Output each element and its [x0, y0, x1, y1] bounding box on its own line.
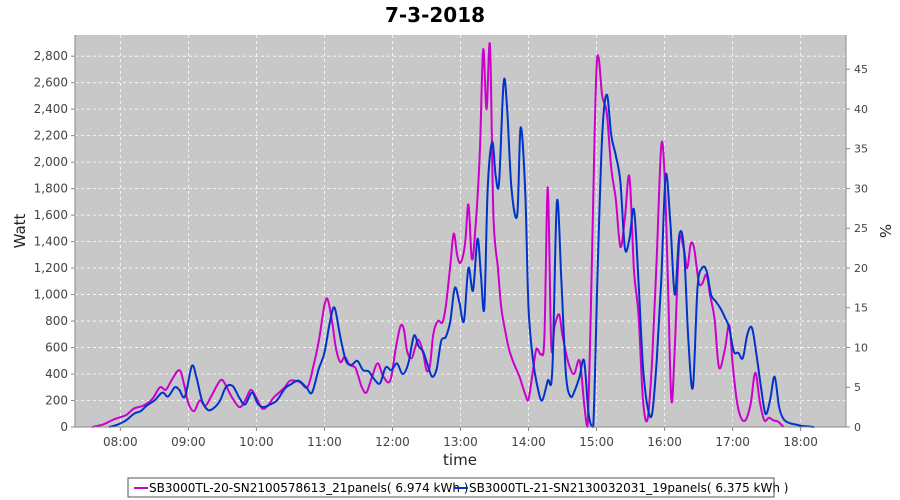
y-tick-label: 800 — [45, 314, 68, 328]
x-axis-label: time — [443, 451, 477, 469]
y-tick-label: 0 — [60, 420, 68, 434]
y-tick-label: 1,600 — [34, 208, 68, 222]
y-tick-label: 200 — [45, 394, 68, 408]
legend-name-series-2: SB3000TL-21-SN2130032031_19panels — [469, 481, 707, 495]
legend: SB3000TL-20-SN2100578613_21panels( 6.974… — [127, 477, 788, 498]
y-tick-label: 400 — [45, 367, 68, 381]
legend-item-series-2: SB3000TL-21-SN2130032031_19panels( 6.375… — [469, 481, 788, 495]
y-tick-label: 1,400 — [34, 235, 68, 249]
x-axis: 08:00 09:00 10:00 11:00 12:00 13:00 14:00 15:00… — [75, 426, 846, 449]
chart-title: 7-3-2018 — [385, 3, 485, 27]
legend-name-series-1: SB3000TL-20-SN2100578613_21panels — [149, 481, 387, 495]
x-tick-label: 15:00 — [579, 435, 614, 449]
y-tick-label: 2,800 — [34, 49, 68, 63]
y2-tick-label: 25 — [854, 222, 868, 235]
y-tick-label: 1,200 — [34, 261, 68, 275]
y2-tick-label: 40 — [854, 103, 868, 116]
y-tick-label: 2,200 — [34, 129, 68, 143]
legend-energy-series-1: ( 6.974 kWh ) — [387, 481, 469, 495]
y-axis-label: Watt — [11, 213, 29, 248]
grid-lines — [75, 35, 846, 428]
x-tick-label: 14:00 — [511, 435, 546, 449]
y-tick-label: 2,000 — [34, 155, 68, 169]
x-tick-label: 13:00 — [443, 435, 478, 449]
legend-item-series-1: SB3000TL-20-SN2100578613_21panels( 6.974… — [149, 481, 468, 495]
y2-tick-label: 15 — [854, 302, 868, 315]
y-axis: 0 200 400 600 800 1,000 1,200 1,400 1,600 1,800 2,… — [34, 35, 76, 434]
y2-axis: 0 5 10 15 20 25 30 35 40 45 — [845, 35, 868, 434]
x-tick-label: 18:00 — [783, 435, 818, 449]
y2-tick-label: 20 — [854, 262, 868, 275]
y2-tick-label: 45 — [854, 63, 868, 76]
y-tick-label: 2,400 — [34, 102, 68, 116]
x-tick-label: 17:00 — [715, 435, 750, 449]
legend-energy-series-2: ( 6.375 kWh ) — [707, 481, 789, 495]
y2-tick-label: 10 — [854, 341, 868, 354]
series-line-2 — [108, 77, 815, 428]
series-lines — [91, 42, 815, 428]
x-tick-label: 10:00 — [239, 435, 274, 449]
y2-tick-label: 0 — [854, 421, 861, 434]
y2-axis-label: % — [876, 224, 894, 238]
y-tick-label: 600 — [45, 341, 68, 355]
legend-box — [127, 477, 775, 498]
y-tick-label: 1,800 — [34, 182, 68, 196]
x-tick-label: 11:00 — [307, 435, 342, 449]
y2-tick-label: 35 — [854, 143, 868, 156]
y-tick-label: 2,600 — [34, 76, 68, 90]
x-tick-label: 16:00 — [647, 435, 682, 449]
y2-tick-label: 5 — [854, 381, 861, 394]
x-tick-label: 08:00 — [103, 435, 138, 449]
x-tick-label: 09:00 — [171, 435, 206, 449]
y-tick-label: 1,000 — [34, 288, 68, 302]
x-tick-label: 12:00 — [375, 435, 410, 449]
y2-tick-label: 30 — [854, 182, 868, 195]
